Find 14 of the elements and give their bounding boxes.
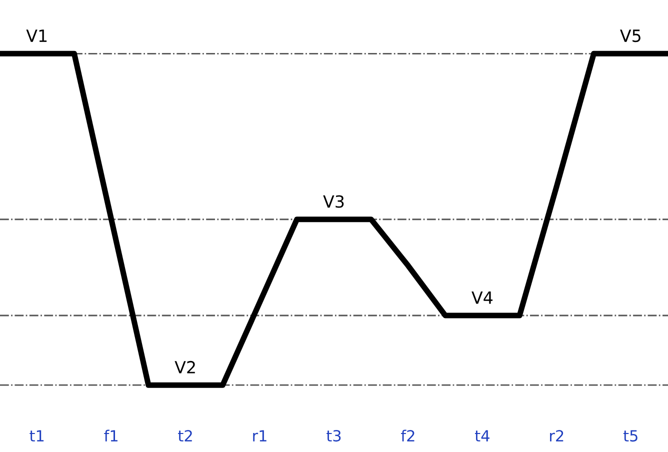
x-tick-label: t4 <box>475 430 490 442</box>
x-tick-label: r2 <box>550 430 564 442</box>
annotation: V4 <box>472 292 493 304</box>
x-tick-label: t3 <box>326 430 341 442</box>
annotation: V1 <box>26 30 47 42</box>
x-tick-label: t5 <box>623 430 638 442</box>
annotation: V5 <box>620 30 640 42</box>
annotation: V2 <box>174 360 195 374</box>
x-tick-label: f1 <box>104 430 118 442</box>
x-tick-label: f2 <box>401 430 414 442</box>
annotation: V3 <box>323 195 344 208</box>
x-tick-label: t2 <box>178 430 192 442</box>
x-tick-label: t1 <box>30 430 44 442</box>
x-tick-label: r1 <box>253 430 266 442</box>
